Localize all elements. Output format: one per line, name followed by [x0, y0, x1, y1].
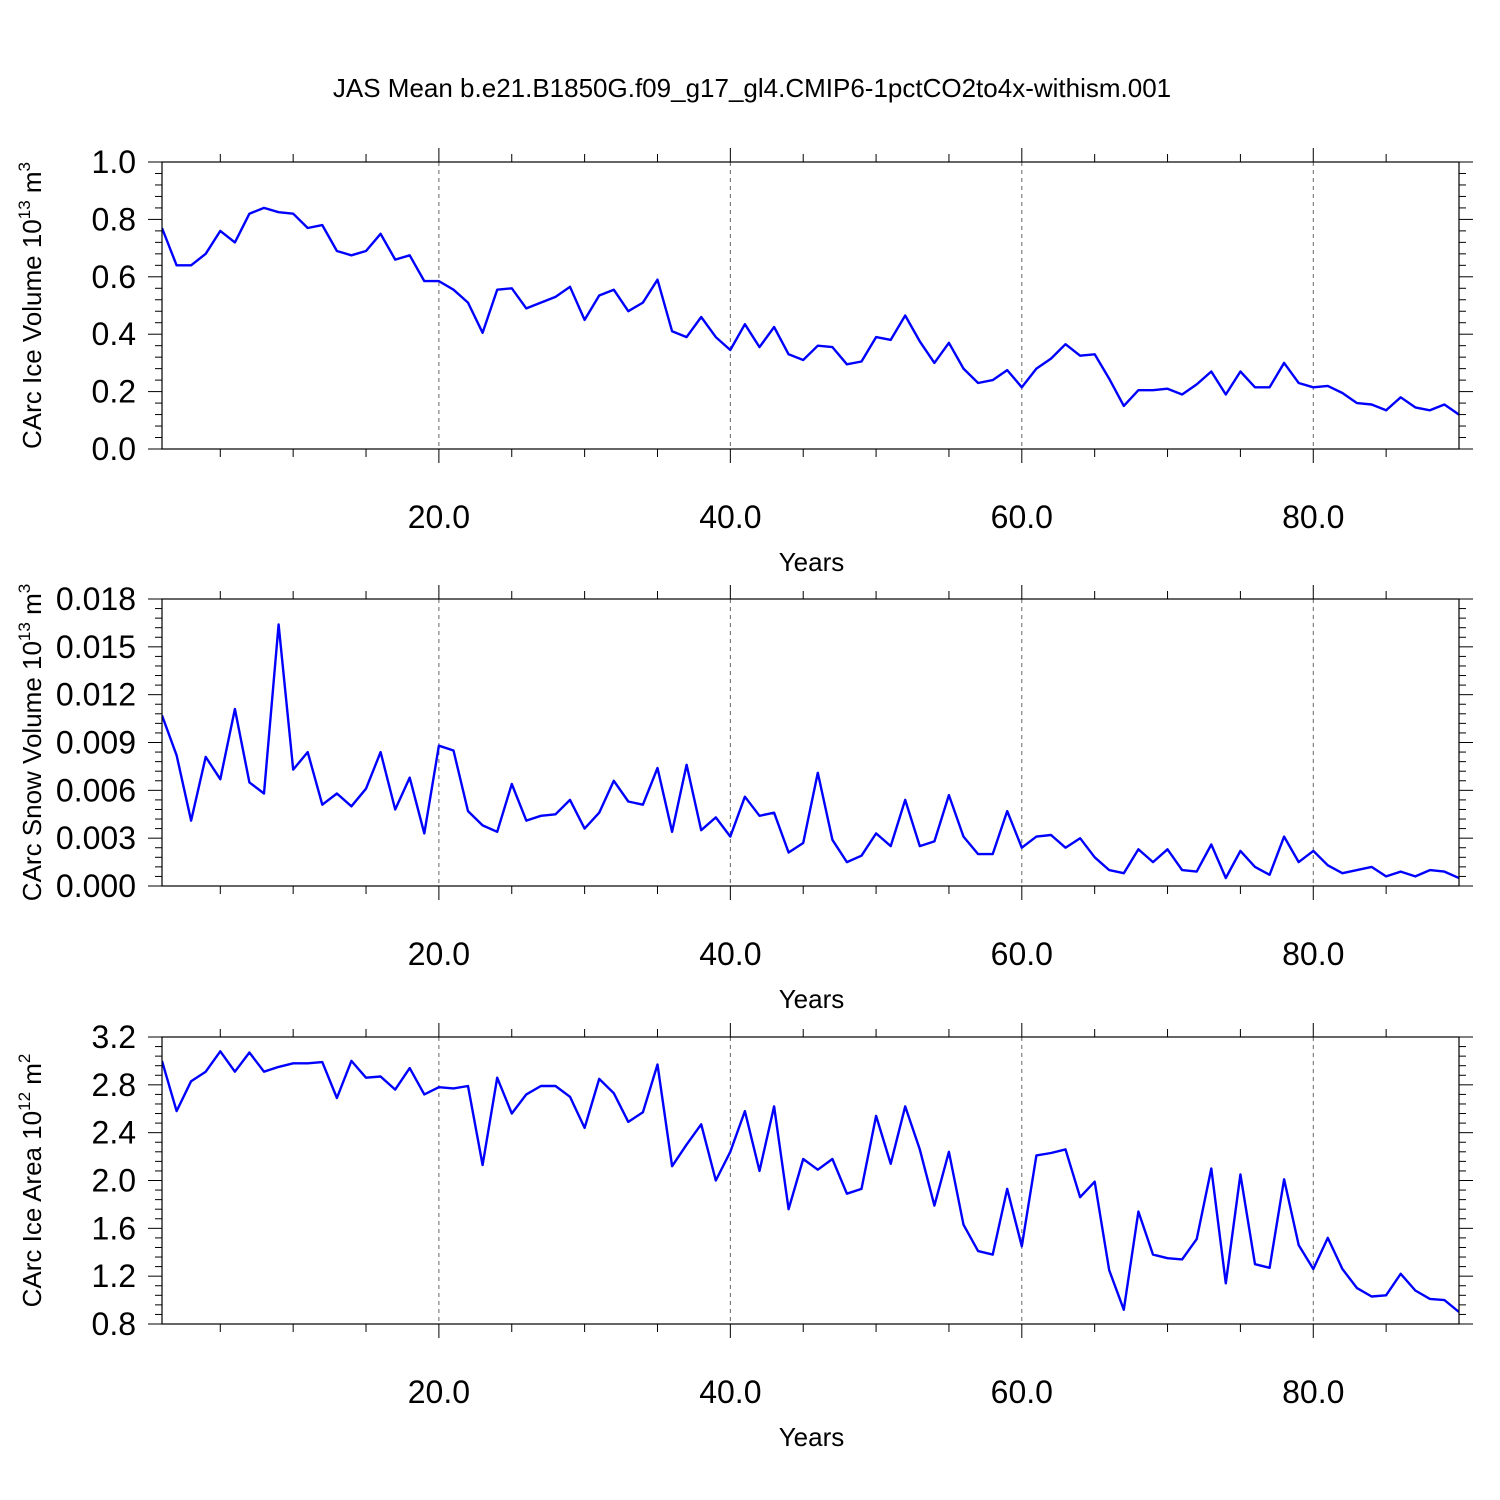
- y-tick-label: 0.8: [92, 1306, 136, 1342]
- y-tick-label: 0.003: [56, 820, 136, 856]
- x-tick-label: 80.0: [1282, 1374, 1344, 1410]
- y-tick-label: 0.000: [56, 868, 136, 904]
- x-tick-label: 60.0: [991, 936, 1053, 972]
- y-axis-label: CArc Ice Area 1012 m2: [15, 1054, 47, 1308]
- y-tick-label: 0.0: [92, 431, 136, 467]
- plot-frame: [161, 161, 1460, 450]
- series-line: [162, 623, 1459, 880]
- y-tick-label: 0.006: [56, 772, 136, 808]
- x-tick-label: 60.0: [991, 1374, 1053, 1410]
- series-line: [162, 1050, 1459, 1313]
- y-tick-label: 2.4: [92, 1115, 136, 1151]
- x-tick-label: 80.0: [1282, 936, 1344, 972]
- y-tick-label: 2.0: [92, 1163, 136, 1199]
- x-tick-label: 20.0: [408, 936, 470, 972]
- y-tick-label: 0.012: [56, 677, 136, 713]
- panel-2: 0.000 0.003 0.006 0.009 0.012 0.015 0.018 20.0 4…: [15, 581, 1473, 1014]
- x-tick-label: 40.0: [699, 936, 761, 972]
- panel-3: 0.8 1.2 1.6 2.0 2.4 2.8 3.2 20.0 40.0 60.0 80.0 Yea…: [15, 1019, 1473, 1452]
- x-axis-label: Years: [779, 1422, 845, 1452]
- y-tick-label: 1.2: [92, 1258, 136, 1294]
- x-tick-label: 40.0: [699, 1374, 761, 1410]
- x-tick-label: 80.0: [1282, 499, 1344, 535]
- panel-1: 0.0 0.2 0.4 0.6 0.8 1.0 20.0 40.0 60.0 80.0 Years C…: [15, 144, 1473, 577]
- y-tick-label: 0.015: [56, 629, 136, 665]
- y-tick-label: 2.8: [92, 1067, 136, 1103]
- x-tick-label: 20.0: [408, 499, 470, 535]
- chart-title: JAS Mean b.e21.B1850G.f09_g17_gl4.CMIP6-…: [333, 73, 1171, 103]
- x-tick-label: 20.0: [408, 1374, 470, 1410]
- x-tick-label: 40.0: [699, 499, 761, 535]
- y-tick-label: 0.2: [92, 374, 136, 410]
- y-tick-label: 3.2: [92, 1019, 136, 1055]
- y-axis-label: CArc Ice Volume 1013 m3: [15, 162, 47, 449]
- y-tick-label: 1.6: [92, 1210, 136, 1246]
- y-tick-label: 0.009: [56, 725, 136, 761]
- y-tick-label: 0.4: [92, 316, 136, 352]
- y-tick-label: 0.018: [56, 581, 136, 617]
- x-axis-label: Years: [779, 547, 845, 577]
- plot-frame: [161, 598, 1460, 887]
- plot-frame: [161, 1036, 1460, 1325]
- x-axis-label: Years: [779, 984, 845, 1014]
- y-tick-label: 0.6: [92, 259, 136, 295]
- y-tick-label: 1.0: [92, 144, 136, 180]
- y-axis-label: CArc Snow Volume 1013 m3: [15, 584, 47, 901]
- x-tick-label: 60.0: [991, 499, 1053, 535]
- y-tick-label: 0.8: [92, 201, 136, 237]
- series-line: [162, 206, 1459, 416]
